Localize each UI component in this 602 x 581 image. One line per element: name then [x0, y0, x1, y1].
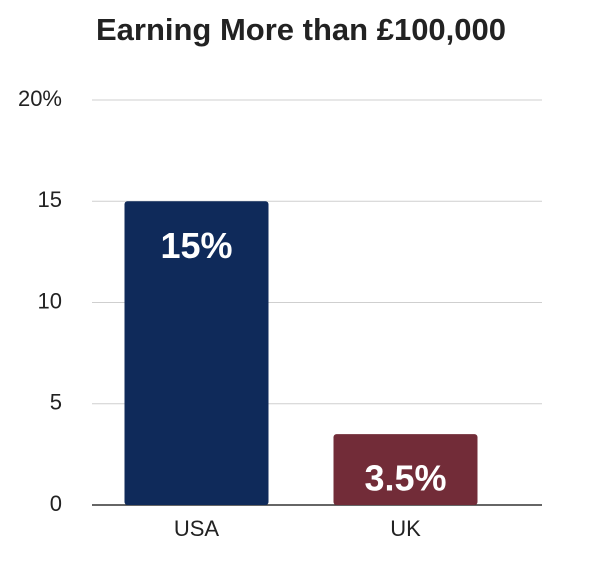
bar	[333, 434, 478, 505]
x-tick-label: UK	[390, 516, 421, 541]
value-label: 15%	[160, 225, 232, 266]
x-tick-label: USA	[174, 516, 220, 541]
y-tick-label: 0	[50, 491, 62, 516]
y-tick-label: 5	[50, 390, 62, 415]
y-tick-label: 20%	[18, 86, 62, 111]
y-tick-label: 10	[38, 288, 62, 313]
chart-title: Earning More than £100,000	[96, 12, 506, 47]
value-label: 3.5%	[364, 458, 446, 499]
y-tick-label: 15	[38, 187, 62, 212]
bar	[124, 201, 269, 505]
